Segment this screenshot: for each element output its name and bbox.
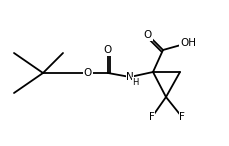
Text: H: H: [131, 78, 138, 86]
Text: F: F: [148, 112, 154, 122]
Text: OH: OH: [179, 38, 195, 48]
Text: O: O: [143, 30, 151, 40]
Text: F: F: [178, 112, 184, 122]
Text: O: O: [104, 45, 112, 55]
Text: O: O: [84, 68, 92, 78]
Text: N: N: [125, 72, 133, 82]
